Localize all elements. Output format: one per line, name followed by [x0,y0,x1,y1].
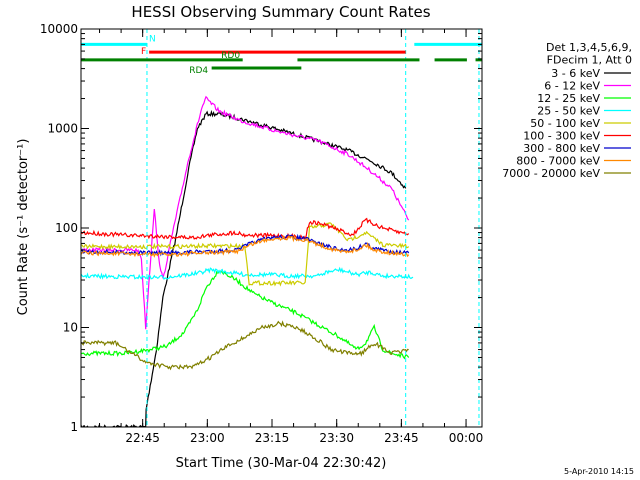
legend-entry-label-2: 12 - 25 keV [537,92,600,105]
series-line-5 [81,217,410,241]
series-group [81,95,414,427]
y-tick-label-2: 100 [55,221,78,235]
x-tick-label-5: 00:00 [449,431,484,445]
state-bar-label-0: N [149,34,156,44]
date-stamp: 5-Apr-2010 14:15 [564,467,634,476]
y-tick-label-4: 10000 [40,22,78,36]
series-line-3 [81,266,414,281]
legend-header-line-1: FDecim 1, Att 0 [547,54,632,67]
x-axis-label: Start Time (30-Mar-04 22:30:42) [176,456,387,471]
state-bar-label-1: F [141,47,146,57]
x-tick-label-3: 23:30 [319,431,354,445]
legend-entry-label-8: 7000 - 20000 keV [502,167,600,180]
legend-entry-label-4: 50 - 100 keV [530,117,600,130]
y-tick-label-0: 1 [70,420,78,434]
legend-entry-label-1: 6 - 12 keV [544,80,600,93]
plot-area: NF RD0 RD4 [81,29,482,427]
legend-entry-label-3: 25 - 50 keV [537,105,600,118]
legend-header-line-0: Det 1,3,4,5,6,9, [546,41,632,54]
plot-frame [80,28,483,428]
legend-entry-label-6: 300 - 800 keV [523,142,600,155]
series-line-1 [81,95,410,330]
x-tick-label-1: 23:00 [190,431,225,445]
chart-title: HESSI Observing Summary Count Rates [131,3,430,21]
series-line-0 [81,109,407,427]
state-bar-label-3: RD4 [189,66,208,76]
y-axis-label: Count Rate (s⁻¹ detector⁻¹) [16,139,31,316]
series-line-7 [81,234,410,258]
series-line-8 [81,320,409,371]
legend-entry-label-7: 800 - 7000 keV [516,155,600,168]
legend-entry-label-0: 3 - 6 keV [551,67,600,80]
legend: Det 1,3,4,5,6,9,FDecim 1, Att 03 - 6 keV… [502,41,632,180]
legend-entry-label-5: 100 - 300 keV [523,130,600,143]
y-tick-label-3: 1000 [47,122,78,136]
y-tick-label-1: 10 [63,321,78,335]
x-tick-label-4: 23:45 [384,431,419,445]
state-bar-label-2: RD0 [221,51,240,61]
series-line-2 [81,270,410,360]
x-tick-label-0: 22:45 [125,431,160,445]
axes: 1 10 100 1000 10000 22:45 23:00 23:15 23:30 23:45… [40,22,484,445]
x-tick-label-2: 23:15 [255,431,290,445]
